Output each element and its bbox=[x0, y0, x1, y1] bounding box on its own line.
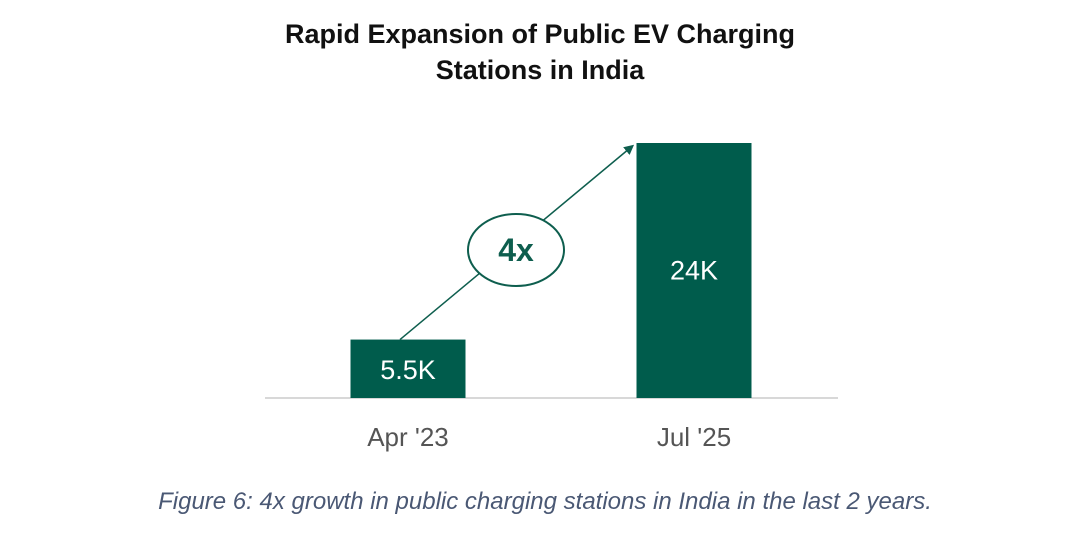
bar-value-label-0: 5.5K bbox=[380, 355, 436, 385]
bar-1 bbox=[636, 143, 752, 398]
bar-0 bbox=[350, 339, 466, 398]
bar-value-label-1: 24K bbox=[670, 256, 718, 286]
chart-title-line-2: Stations in India bbox=[435, 55, 645, 85]
chart-title-line-1: Rapid Expansion of Public EV Charging bbox=[284, 19, 796, 49]
figure-caption: Figure 6: 4x growth in public charging s… bbox=[158, 488, 932, 515]
bar-chart: 5.5K Apr '23 24K Jul '25 4x bbox=[265, 143, 838, 452]
x-tick-label-0: Apr '23 bbox=[367, 422, 449, 452]
growth-label: 4x bbox=[498, 232, 534, 268]
x-tick-label-1: Jul '25 bbox=[657, 422, 731, 452]
chart-title: Rapid Expansion of Public EV Charging St… bbox=[0, 16, 1080, 88]
bars-group: 5.5K Apr '23 24K Jul '25 bbox=[350, 143, 752, 452]
growth-badge bbox=[467, 213, 565, 287]
